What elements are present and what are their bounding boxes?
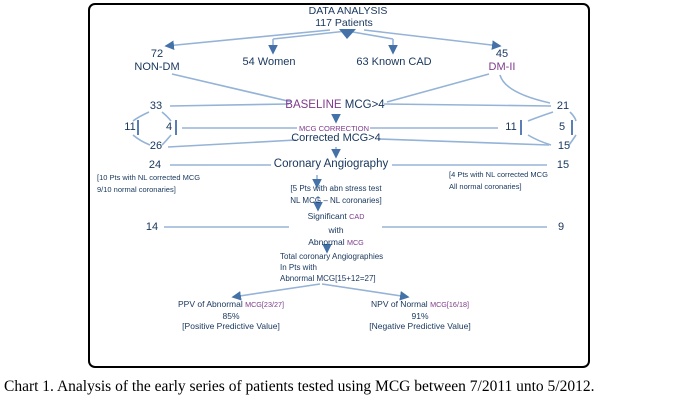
non-dm-count: 72 [150,48,164,60]
count-21: 21 [556,100,570,112]
node-npv: NPV of Normal MCG[16/18] 91% [Negative P… [369,299,470,332]
note-center-line2: NL MCG – NL coronaries] [290,196,382,205]
count-24: 24 [148,159,162,171]
node-total-angiographies: Total coronary Angiographies In Pts with… [280,251,383,284]
node-known-cad: 63 Known CAD [356,56,432,68]
node-corrected: Corrected MCG>4 [291,132,381,144]
ppv-label: PPV of Abnormal [177,299,246,309]
note-right-line2: All normal coronaries] [449,181,522,191]
total-line2: In Pts with [280,263,317,272]
note-right: [4 Pts with NL corrected MCG All normal … [449,169,548,192]
total-line1: Total coronary Angiographies [280,252,384,261]
note-left-line2: 9/10 normal coronaries] [97,184,176,194]
count-26: 26 [149,140,163,152]
count-15-bottom: 15 [556,159,570,171]
ppv-note: [Positive Predictive Value] [182,321,280,331]
ppv-ratio: MCG[23/27] [245,300,285,309]
count-15-mid: 15 [557,140,571,152]
note-center-line1: [5 Pts with abn stress test [290,184,382,193]
note-left-line1: [10 Pts with NL corrected MCG [97,173,201,182]
significant-word2: CAD [349,212,365,221]
count-5: 5 [558,121,566,133]
total-line3: Abnormal MCG[15+12=27] [280,274,376,283]
npv-pct: 91% [411,310,429,321]
node-non-dm: 72 NON-DM [134,48,179,73]
dm2-label: DM-II [488,60,516,73]
count-11-right: 11 [505,121,517,133]
baseline-word1: BASELINE [285,99,345,111]
significant-word3: Abnormal [308,237,347,247]
note-left: [10 Pts with NL corrected MCG 9/10 norma… [97,172,200,195]
ppv-pct: 85% [222,310,240,321]
baseline-word2: MCG>4 [344,99,385,111]
count-33: 33 [149,100,163,112]
npv-ratio: MCG[16/18] [430,300,469,309]
node-women: 54 Women [242,56,296,68]
non-dm-label: NON-DM [134,60,180,73]
root-arrowhead [339,29,356,39]
count-9: 9 [557,221,565,233]
node-baseline: BASELINE MCG>4 [285,99,384,112]
root-title: DATA ANALYSIS [308,5,388,17]
root-subtitle: 117 Patients [315,17,373,29]
npv-note: [Negative Predictive Value] [369,321,471,331]
flowchart-border [88,3,590,368]
count-14: 14 [145,221,159,233]
dm2-count: 45 [495,48,509,60]
node-dm2: 45 DM-II [489,48,516,73]
node-ppv: PPV of Abnormal MCG[23/27] 85% [Positive… [178,299,284,332]
npv-label: NPV of Normal [371,299,431,309]
count-4: 4 [165,121,173,133]
count-11-left: 11 [124,121,136,133]
note-center: [5 Pts with abn stress test NL MCG – NL … [290,183,381,207]
significant-line2: with [328,224,344,235]
significant-word4: MCG [346,238,364,247]
significant-word1: Significant [307,211,350,221]
connector-lines [132,29,577,301]
note-right-line1: [4 Pts with NL corrected MCG [449,170,548,179]
node-mcg-correction: MCG CORRECTION [299,124,369,133]
node-angiography: Coronary Angiography [273,158,389,170]
tally-bars [137,120,573,135]
node-significant-cad: Significant CAD with Abnormal MCG [308,210,365,250]
figure-caption: Chart 1. Analysis of the early series of… [4,378,595,395]
